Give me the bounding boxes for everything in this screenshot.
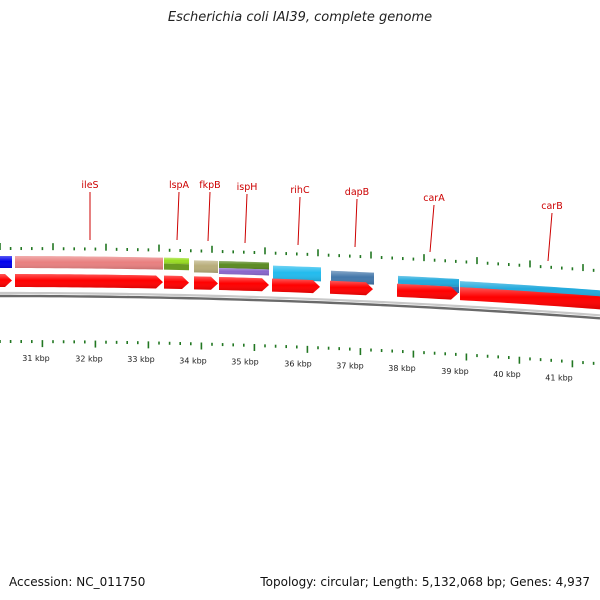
lower-tick-track <box>0 340 595 368</box>
feature-ispH-upper-shade <box>219 260 269 270</box>
feature-dapB-shade <box>331 270 374 285</box>
feature-carA-upper-shade <box>398 275 459 288</box>
feature-left-edge-shade <box>0 256 12 269</box>
cds-arrow-shade <box>397 283 458 300</box>
kbp-label: 37 kbp <box>336 362 364 371</box>
gene-label-carA: carA <box>423 193 445 204</box>
gene-leader-line <box>547 212 553 262</box>
backbone-lower-line <box>0 294 600 320</box>
map-title: Escherichia coli IAI39, complete genome <box>167 10 433 25</box>
feature-rihC-shade <box>273 265 321 282</box>
gene-labels: ileS lspA fkpB ispH rihC dapB carA carB <box>81 180 563 262</box>
feature-ispH-lower-shade <box>219 267 269 276</box>
gene-label-ispH: ispH <box>237 182 258 193</box>
gene-leader-line <box>297 196 301 246</box>
kbp-label: 41 kbp <box>545 373 573 382</box>
upper-tick-track <box>0 243 595 272</box>
gene-leader-line <box>207 191 211 242</box>
kbp-label: 38 kbp <box>388 364 416 373</box>
backbone-upper-line <box>0 291 600 317</box>
kbp-label: 31 kbp <box>22 354 50 363</box>
genome-summary: Topology: circular; Length: 5,132,068 bp… <box>260 575 590 589</box>
kbp-label: 32 kbp <box>75 354 103 363</box>
gene-leader-line <box>354 198 358 248</box>
feature-fkpB-shade <box>194 260 218 273</box>
accession-text: Accession: NC_011750 <box>9 575 146 589</box>
kbp-label: 34 kbp <box>179 356 207 365</box>
gene-label-ileS: ileS <box>81 180 98 191</box>
feature-ileS-shade <box>15 256 163 270</box>
gene-leader-line <box>429 204 435 253</box>
kbp-label: 33 kbp <box>127 355 155 364</box>
gene-label-carB: carB <box>541 201 562 212</box>
gene-label-dapB: dapB <box>345 187 369 198</box>
cds-arrow-shade <box>219 276 269 292</box>
cds-arrow-shade <box>460 287 600 310</box>
gene-label-fkpB: fkpB <box>199 180 220 191</box>
genome-backbone <box>0 291 600 320</box>
kbp-label: 40 kbp <box>493 370 521 379</box>
cds-arrow-shade <box>330 280 373 296</box>
kbp-label: 35 kbp <box>231 358 259 367</box>
gene-leader-line <box>244 193 248 244</box>
feature-lspA-lower <box>164 263 189 271</box>
cds-arrow-shade <box>164 275 189 290</box>
cds-arrow-shade <box>15 274 163 289</box>
kbp-label: 36 kbp <box>284 360 312 369</box>
gene-label-lspA: lspA <box>169 180 190 191</box>
kbp-label: 39 kbp <box>441 367 469 376</box>
cds-track <box>0 274 600 310</box>
feature-lspA-shade <box>164 257 189 265</box>
cds-arrow-shade <box>194 276 218 290</box>
kbp-scale: 31 kbp 32 kbp 33 kbp 34 kbp 35 kbp 36 kbp 37 k… <box>22 354 573 382</box>
gene-leader-line <box>176 191 180 241</box>
gene-label-rihC: rihC <box>290 185 310 196</box>
cds-arrow-shade <box>0 274 12 287</box>
cds-arrow-shade <box>272 278 320 294</box>
